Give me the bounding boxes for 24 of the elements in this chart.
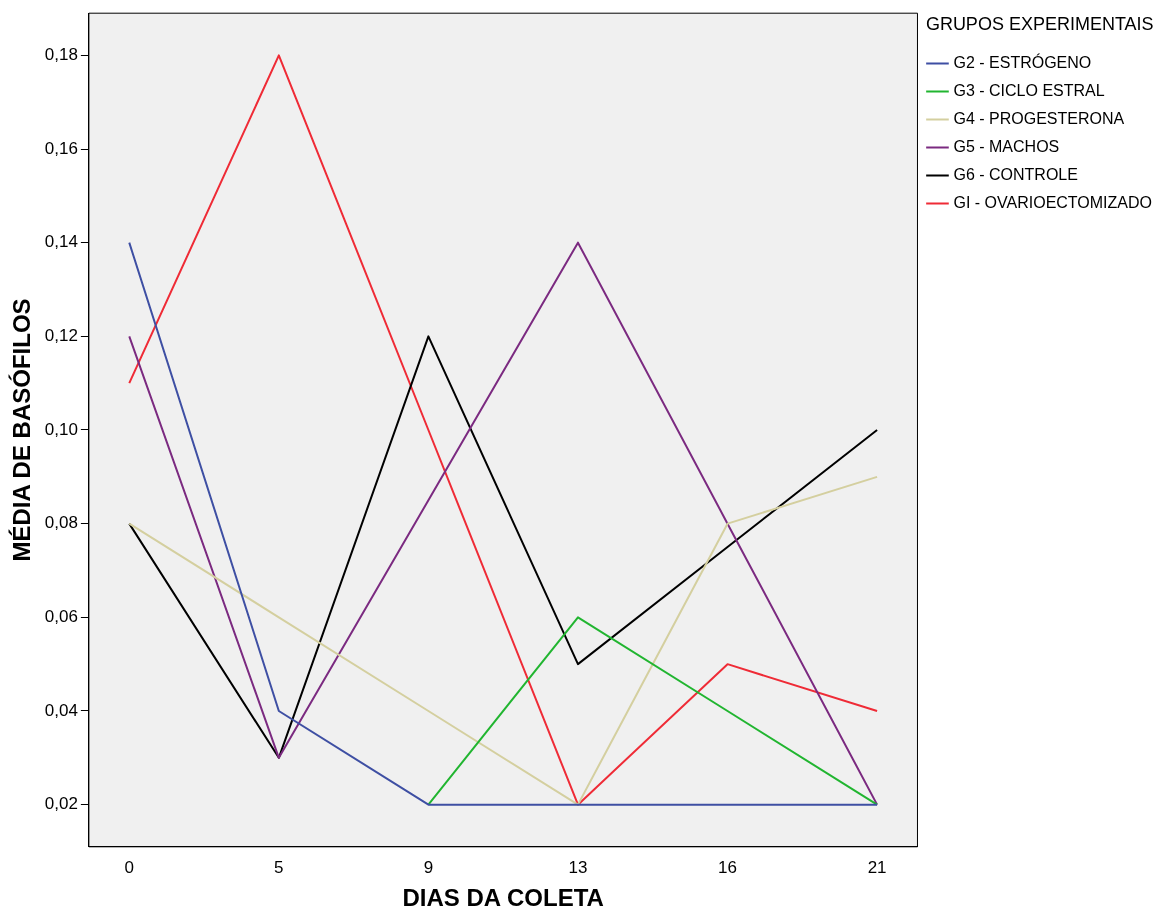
y-tick-label: 0,12 bbox=[44, 326, 78, 346]
y-tick-label: 0,16 bbox=[44, 138, 78, 158]
legend-label: G4 - PROGESTERONA bbox=[953, 110, 1125, 128]
legend-label: G6 - CONTROLE bbox=[953, 166, 1078, 184]
legend-title: GRUPOS EXPERIMENTAIS bbox=[925, 13, 1154, 34]
y-tick-label: 0,06 bbox=[44, 607, 78, 627]
legend-label: G3 - CICLO ESTRAL bbox=[953, 82, 1105, 100]
x-tick-label: 0 bbox=[124, 857, 134, 877]
y-tick-label: 0,14 bbox=[44, 232, 78, 252]
x-tick-label: 13 bbox=[568, 857, 588, 877]
y-tick-label: 0,18 bbox=[44, 45, 78, 65]
legend-label: G2 - ESTRÓGENO bbox=[953, 53, 1092, 72]
x-tick-label: 5 bbox=[274, 857, 284, 877]
y-tick-label: 0,10 bbox=[44, 419, 78, 439]
legend-label: G5 - MACHOS bbox=[953, 138, 1060, 156]
legend-label: GI - OVARIOECTOMIZADO bbox=[953, 194, 1152, 212]
y-tick-label: 0,02 bbox=[44, 794, 78, 814]
x-tick-label: 21 bbox=[867, 857, 887, 877]
y-tick-label: 0,04 bbox=[44, 700, 78, 720]
x-tick-label: 16 bbox=[718, 857, 737, 877]
y-tick-label: 0,08 bbox=[44, 513, 78, 533]
y-axis-title: MÉDIA DE BASÓFILOS bbox=[8, 298, 36, 562]
x-axis-title: DIAS DA COLETA bbox=[402, 884, 604, 912]
x-tick-label: 9 bbox=[423, 857, 434, 877]
